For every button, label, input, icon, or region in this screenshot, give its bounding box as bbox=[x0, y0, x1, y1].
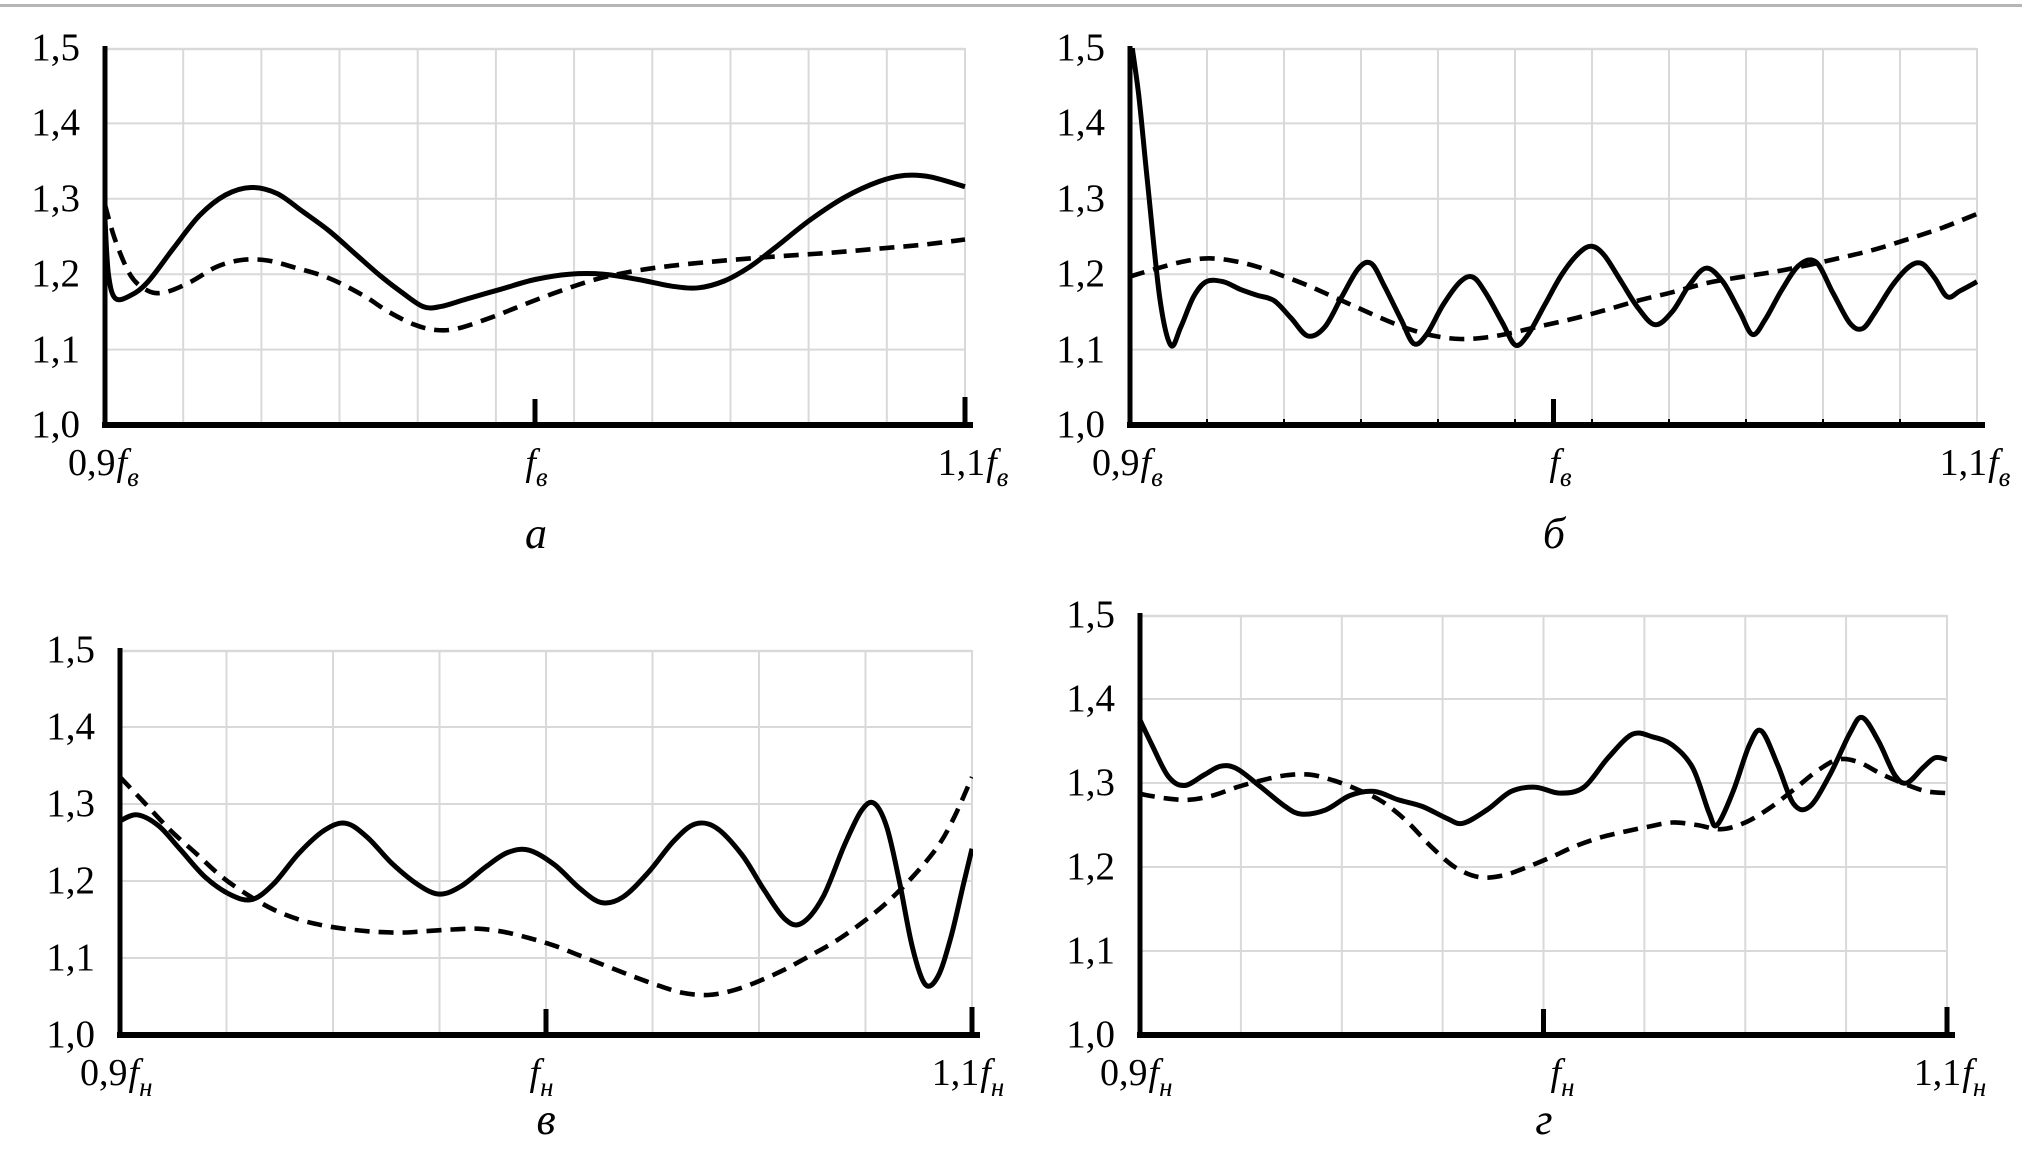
gridlines bbox=[1140, 614, 1948, 1035]
x-label-subscript: в bbox=[535, 462, 548, 492]
y-tick-label: 1,0 bbox=[31, 403, 80, 446]
series-solid-line bbox=[1129, 48, 1978, 349]
x-label-subscript: н bbox=[1159, 1072, 1173, 1102]
y-tick-label: 1,4 bbox=[31, 101, 80, 144]
chart-g-caption: г bbox=[1535, 1095, 1553, 1144]
x-label-subscript: н bbox=[139, 1072, 153, 1102]
y-tick-label: 1,3 bbox=[46, 782, 95, 825]
series-dashed-line bbox=[119, 775, 973, 998]
x-label-f-symbol: f bbox=[116, 442, 128, 484]
y-tick-label: 1,5 bbox=[1056, 26, 1105, 69]
x-label-number: 0,9 bbox=[68, 442, 116, 484]
series-dashed-line bbox=[1129, 211, 1978, 342]
x-label-f-symbol: f bbox=[1962, 1052, 1973, 1094]
y-tick-label: 1,1 bbox=[1066, 929, 1115, 972]
x-label-f-symbol: f bbox=[1140, 442, 1152, 484]
x-axis-label-low: 0,9fв bbox=[1092, 440, 1163, 496]
x-label-subscript: н bbox=[990, 1072, 1005, 1102]
y-tick-label: 1,0 bbox=[1066, 1013, 1115, 1056]
x-label-f-symbol: f bbox=[1550, 1052, 1562, 1094]
x-label-number: 0,9 bbox=[1100, 1052, 1148, 1094]
x-axis-label-high: 1,1fв bbox=[888, 440, 1058, 496]
x-label-number: 1,1 bbox=[1939, 442, 1988, 484]
x-axis-label-center: fв bbox=[1490, 440, 1630, 496]
y-tick-label: 1,4 bbox=[1066, 677, 1115, 720]
series-solid-line bbox=[1139, 714, 1948, 829]
x-label-subscript: в bbox=[996, 462, 1009, 492]
x-label-subscript: в bbox=[1998, 462, 2011, 492]
x-label-f-symbol: f bbox=[1988, 442, 1999, 484]
y-tick-label: 1,3 bbox=[31, 177, 80, 220]
y-tick-label: 1,5 bbox=[46, 628, 95, 671]
x-label-f-symbol: f bbox=[986, 442, 997, 484]
x-axis-label-low: 0,9fв bbox=[68, 440, 139, 496]
x-label-f-symbol: f bbox=[525, 442, 536, 484]
x-label-subscript: в bbox=[1559, 462, 1572, 492]
gridlines bbox=[120, 649, 973, 1035]
x-label-subscript: н bbox=[540, 1072, 554, 1102]
x-label-subscript: н bbox=[1561, 1072, 1575, 1102]
x-axis-label-low: 0,9fн bbox=[1100, 1050, 1172, 1106]
x-label-f-symbol: f bbox=[1549, 442, 1560, 484]
y-tick-label: 1,1 bbox=[31, 328, 80, 371]
chart-а-svg bbox=[102, 46, 973, 428]
x-label-number: 1,1 bbox=[931, 1052, 980, 1094]
y-tick-label: 1,1 bbox=[46, 936, 95, 979]
x-label-f-symbol: f bbox=[1148, 1052, 1160, 1094]
page-top-border bbox=[0, 4, 2022, 7]
axes bbox=[1137, 613, 1955, 1038]
x-label-f-symbol: f bbox=[128, 1052, 140, 1094]
y-tick-label: 1,4 bbox=[46, 705, 95, 748]
x-label-number: 1,1 bbox=[1913, 1052, 1962, 1094]
x-label-f-symbol: f bbox=[529, 1052, 541, 1094]
x-axis-label-center: fн bbox=[471, 1050, 611, 1106]
axes bbox=[102, 46, 973, 428]
x-axis-label-high: 1,1fн bbox=[1865, 1050, 2022, 1106]
x-label-f-symbol: f bbox=[980, 1052, 991, 1094]
chart-v-caption: в bbox=[536, 1095, 556, 1144]
axes bbox=[1127, 46, 1985, 428]
y-tick-label: 1,3 bbox=[1056, 177, 1105, 220]
y-tick-label: 1,5 bbox=[1066, 593, 1115, 636]
x-axis-label-high: 1,1fн bbox=[883, 1050, 1053, 1106]
series-solid-line bbox=[119, 799, 973, 989]
gridlines bbox=[105, 47, 966, 425]
y-tick-label: 1,2 bbox=[46, 859, 95, 902]
y-tick-label: 1,1 bbox=[1056, 328, 1105, 371]
y-tick-label: 1,4 bbox=[1056, 101, 1105, 144]
chart-б-svg bbox=[1127, 46, 1985, 428]
y-tick-label: 1,5 bbox=[31, 26, 80, 69]
x-axis-label-high: 1,1fв bbox=[1890, 440, 2022, 496]
y-tick-label: 1,3 bbox=[1066, 761, 1115, 804]
chart-b-caption: б bbox=[1542, 509, 1566, 558]
x-label-subscript: в bbox=[127, 462, 139, 492]
chart-г-svg bbox=[1137, 613, 1955, 1038]
x-axis-label-center: fн bbox=[1492, 1050, 1632, 1106]
y-tick-label: 1,2 bbox=[1056, 252, 1105, 295]
y-tick-label: 1,0 bbox=[46, 1013, 95, 1056]
series-dashed-line bbox=[104, 204, 966, 333]
chart-a-caption: а bbox=[525, 509, 547, 558]
x-axis-label-low: 0,9fн bbox=[80, 1050, 152, 1106]
x-axis-label-center: fв bbox=[466, 440, 606, 496]
axes bbox=[117, 648, 980, 1038]
x-label-number: 0,9 bbox=[80, 1052, 128, 1094]
y-tick-label: 1,2 bbox=[1066, 845, 1115, 888]
series-solid-line bbox=[104, 172, 966, 311]
y-tick-label: 1,2 bbox=[31, 252, 80, 295]
x-label-number: 1,1 bbox=[937, 442, 986, 484]
y-tick-label: 1,0 bbox=[1056, 403, 1105, 446]
x-label-number: 0,9 bbox=[1092, 442, 1140, 484]
x-label-subscript: н bbox=[1972, 1072, 1987, 1102]
chart-в-svg bbox=[117, 648, 980, 1038]
series-dashed-line bbox=[1139, 756, 1948, 880]
gridlines bbox=[1130, 47, 1978, 425]
x-label-subscript: в bbox=[1151, 462, 1163, 492]
